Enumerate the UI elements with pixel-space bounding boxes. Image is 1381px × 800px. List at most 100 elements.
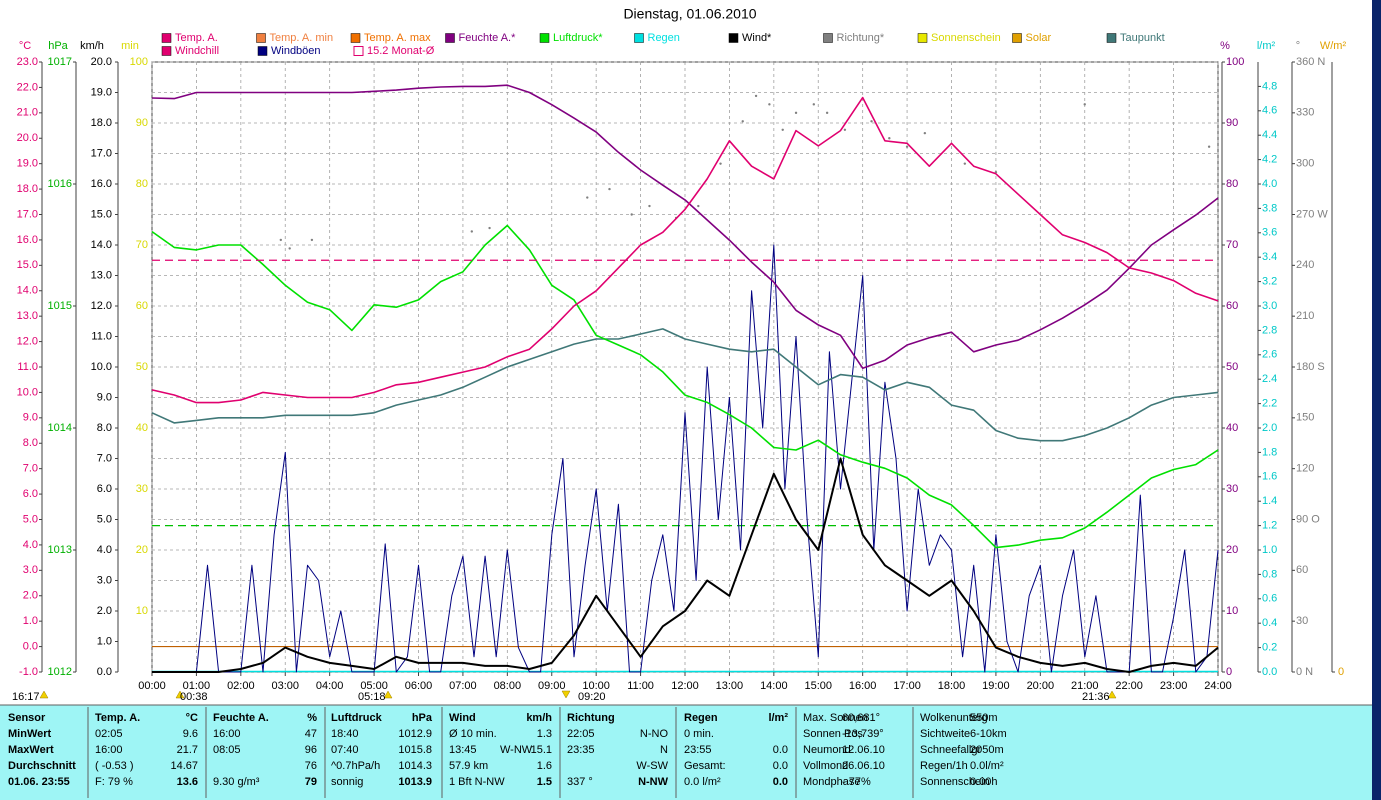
x-tick-label: 03:00: [271, 680, 299, 692]
legend-label: Sonnenschein: [931, 32, 1001, 44]
x-tick-label: 07:00: [449, 680, 477, 692]
stats-cell: Sonnen Pos: [803, 728, 863, 740]
y-tick-label: 1012: [48, 666, 72, 678]
y-tick-label: 150: [1296, 412, 1314, 424]
stats-cell: F: 79 %: [95, 776, 133, 788]
stats-cell: 76: [305, 760, 317, 772]
y-tick-label: 4.0: [1262, 178, 1277, 190]
legend-label: Windchill: [175, 45, 219, 57]
stats-cell: l/m²: [768, 712, 788, 724]
y-tick-label: 1015: [48, 300, 72, 312]
y-tick-label: 120: [1296, 463, 1314, 475]
y-tick-label: 240: [1296, 259, 1314, 271]
x-tick-label: 23:00: [1160, 680, 1188, 692]
y-tick-label: 3.8: [1262, 202, 1277, 214]
series-line: [151, 224, 1219, 549]
y-tick-label: 4.4: [1262, 129, 1277, 141]
stats-cell: 47: [305, 728, 317, 740]
direction-dot: [923, 131, 927, 135]
y-tick-label: 1016: [48, 178, 72, 190]
stats-cell: 16:00: [213, 728, 241, 740]
y-tick-label: 210: [1296, 310, 1314, 322]
y-tick-label: -1.0: [19, 666, 38, 678]
stats-cell: 337 °: [567, 776, 593, 788]
y-tick-label: 50: [1226, 361, 1238, 373]
stats-cell: Vollmond: [803, 760, 848, 772]
legend-label: Temp. A. max: [364, 32, 431, 44]
y-tick-label: 19.0: [91, 86, 112, 98]
stats-cell: Richtung: [567, 712, 615, 724]
time-mark: 00:38: [180, 691, 208, 703]
x-tick-label: 08:00: [494, 680, 522, 692]
x-tick-label: 16:00: [849, 680, 877, 692]
y-tick-label: 30: [1226, 483, 1238, 495]
stats-cell: N-NO: [640, 728, 669, 740]
stats-cell: Wind: [449, 712, 476, 724]
y-tick-label: 5.0: [97, 513, 112, 525]
y-tick-label: 1.0: [1262, 544, 1277, 556]
y-tick-label: 0.4: [1262, 617, 1277, 629]
y-tick-label: 10: [1226, 605, 1238, 617]
legend-label: Solar: [1026, 32, 1052, 44]
y-tick-label: 8.0: [23, 437, 38, 449]
stats-cell: Gesamt:: [684, 760, 726, 772]
axis-title: km/h: [80, 40, 104, 52]
y-tick-label: 2.2: [1262, 398, 1277, 410]
legend-swatch: [634, 33, 644, 43]
direction-dot: [1207, 145, 1211, 148]
x-tick-label: 05:00: [360, 680, 388, 692]
stats-cell: Regen/1h: [920, 760, 968, 772]
legend-label: Feuchte A.*: [459, 32, 517, 44]
y-tick-label: 1014: [48, 422, 72, 434]
stats-cell: °C: [186, 712, 198, 724]
x-tick-label: 01:00: [183, 680, 211, 692]
y-tick-label: 12.0: [17, 335, 38, 347]
legend-swatch: [728, 33, 739, 43]
sun-marker: [1107, 690, 1117, 699]
y-tick-label: 6.0: [23, 488, 38, 500]
legend-swatch: [445, 33, 455, 43]
y-tick-label: 90: [1226, 117, 1238, 129]
legend-swatch: [353, 46, 364, 56]
stats-cell: 1015.8: [398, 744, 432, 756]
legend-swatch: [161, 33, 172, 43]
stats-cell: 01.06. 23:55: [8, 776, 70, 788]
series-line: [152, 457, 1219, 673]
sun-marker: [383, 690, 393, 699]
stats-cell: 0.0: [773, 744, 788, 756]
y-tick-label: 0 N: [1296, 666, 1313, 678]
y-tick-label: 1013: [48, 544, 72, 556]
y-tick-label: 4.6: [1262, 105, 1277, 117]
y-tick-label: 20: [1226, 544, 1238, 556]
series-line: [151, 96, 1219, 404]
stats-cell: %: [307, 712, 317, 724]
stats-cell: Schneefallgr: [920, 744, 981, 756]
x-tick-label: 18:00: [938, 680, 966, 692]
y-tick-label: 6.0: [97, 483, 112, 495]
direction-dot: [781, 128, 784, 131]
y-tick-label: 3.0: [97, 574, 112, 586]
legend-label: Temp. A.: [175, 32, 218, 44]
y-tick-label: 0: [1226, 666, 1232, 678]
x-tick-label: 21:00: [1071, 680, 1099, 692]
axis-title: %: [1220, 40, 1230, 52]
legend-label: Taupunkt: [1120, 32, 1165, 44]
stats-cell: 1.5: [537, 776, 552, 788]
y-tick-label: 60: [1296, 564, 1308, 576]
stats-cell: Neumond: [803, 744, 851, 756]
stats-cell: Regen: [684, 712, 718, 724]
legend-label: Wind*: [742, 32, 772, 44]
stats-cell: 22:05: [567, 728, 595, 740]
stats-cell: Ø 10 min.: [449, 728, 497, 740]
time-mark: 21:36: [1082, 691, 1110, 703]
direction-dot: [608, 187, 611, 191]
stats-cell: 60,681°: [842, 712, 880, 724]
stats-cell: Temp. A.: [95, 712, 140, 724]
stats-cell: 0.0 l/m²: [684, 776, 721, 788]
x-tick-label: 10:00: [582, 680, 610, 692]
y-tick-label: 4.0: [23, 539, 38, 551]
stats-cell: Sichtweite: [920, 728, 970, 740]
stats-cell: N-NW: [638, 776, 669, 788]
y-tick-label: 30: [1296, 615, 1308, 627]
